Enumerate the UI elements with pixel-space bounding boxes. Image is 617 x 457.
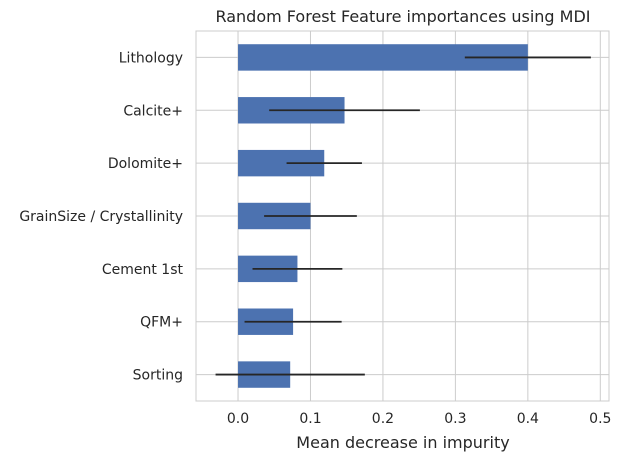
x-axis-label: Mean decrease in impurity [296,433,509,452]
x-tick-label: 0.0 [227,411,249,427]
y-tick-label: Calcite+ [123,103,183,119]
y-tick-label: Cement 1st [102,262,184,278]
x-tick-label: 0.2 [372,411,394,427]
y-tick-labels: Lithology Calcite+ Dolomite+ GrainSize / Cr… [19,50,183,383]
x-tick-label: 0.1 [299,411,321,427]
y-tick-label: Dolomite+ [108,156,183,172]
y-tick-label: Sorting [133,368,183,384]
x-tick-label: 0.5 [589,411,611,427]
chart-title: Random Forest Feature importances using … [215,7,590,26]
x-tick-labels: 0.0 0.1 0.2 0.3 0.4 0.5 [227,411,612,427]
x-tick-label: 0.4 [517,411,539,427]
plot-frame [195,30,610,402]
x-tick-label: 0.3 [444,411,466,427]
y-tick-label: QFM+ [140,315,183,331]
y-tick-label: GrainSize / Crystallinity [19,209,183,225]
y-tick-label: Lithology [119,50,183,66]
error-bars [215,56,591,376]
